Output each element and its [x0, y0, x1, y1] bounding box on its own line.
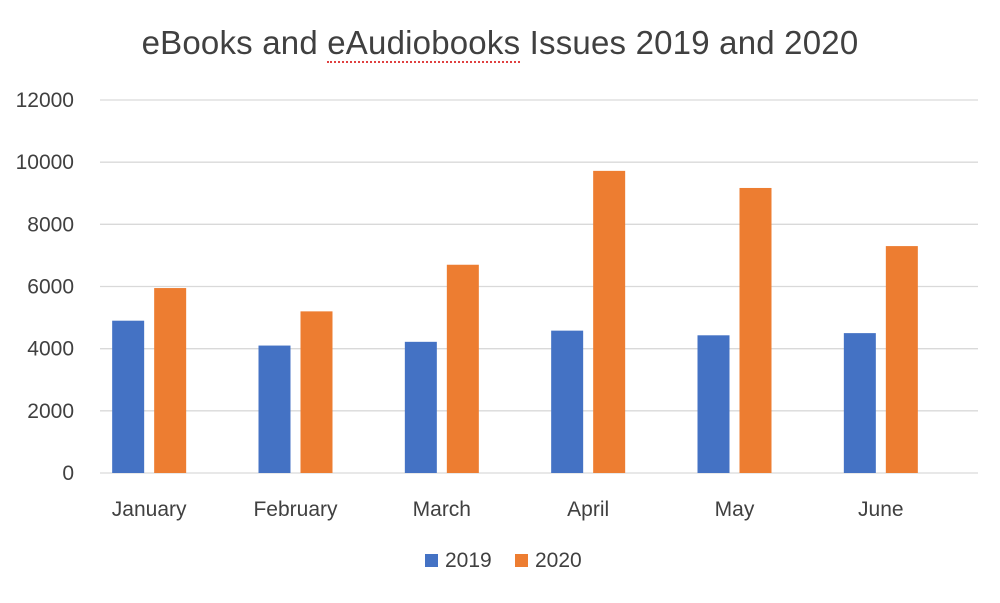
x-axis-categories: January February March April May June: [112, 498, 904, 521]
bar-2020-june: [885, 246, 918, 473]
chart-title-part-2: eAudiobooks: [327, 24, 521, 63]
legend: 2019 2020: [425, 549, 582, 572]
bars: [112, 170, 918, 474]
bar-2019-february: [258, 345, 291, 473]
legend-label-2020: 2020: [535, 549, 582, 572]
y-tick-label: 2000: [27, 400, 74, 423]
y-tick-label: 4000: [27, 338, 74, 361]
y-tick-label: 10000: [16, 151, 74, 174]
chart-title: eBooks and eAudiobooks Issues 2019 and 2…: [0, 24, 1000, 63]
y-tick-label: 12000: [16, 89, 74, 112]
bar-2019-january: [112, 320, 145, 473]
x-category-label: March: [413, 498, 471, 521]
x-category-label: February: [253, 498, 338, 521]
y-axis-ticks: 0 2000 4000 6000 8000 10000 12000: [16, 89, 74, 485]
bar-2020-january: [154, 288, 187, 473]
bar-2020-april: [593, 170, 626, 473]
y-tick-label: 6000: [27, 276, 74, 299]
chart-title-part-1: eBooks and: [141, 24, 328, 61]
y-tick-label: 0: [62, 462, 74, 485]
bar-2019-march: [404, 341, 437, 473]
bar-2020-march: [446, 264, 479, 473]
bar-2020-february: [300, 311, 333, 473]
bar-2019-june: [843, 333, 876, 473]
legend-label-2019: 2019: [445, 549, 492, 572]
x-category-label: June: [858, 498, 904, 521]
x-category-label: April: [567, 498, 609, 521]
legend-swatch-2019: [425, 554, 438, 567]
legend-swatch-2020: [515, 554, 528, 567]
chart-title-part-3: Issues 2019 and 2020: [520, 24, 859, 61]
x-category-label: May: [715, 498, 755, 521]
x-category-label: January: [112, 498, 187, 521]
bar-2019-april: [551, 330, 584, 473]
bar-2020-may: [739, 187, 772, 474]
gridlines: [100, 99, 978, 474]
y-tick-label: 8000: [27, 213, 74, 236]
bar-2019-may: [697, 335, 730, 473]
